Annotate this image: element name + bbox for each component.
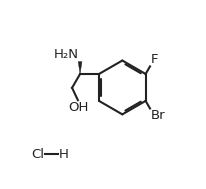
Text: Cl: Cl xyxy=(32,148,44,161)
Text: H: H xyxy=(59,148,69,161)
Text: H₂N: H₂N xyxy=(54,48,79,61)
Text: F: F xyxy=(150,53,158,66)
Polygon shape xyxy=(78,62,82,74)
Text: OH: OH xyxy=(68,101,89,114)
Text: Br: Br xyxy=(150,109,165,122)
